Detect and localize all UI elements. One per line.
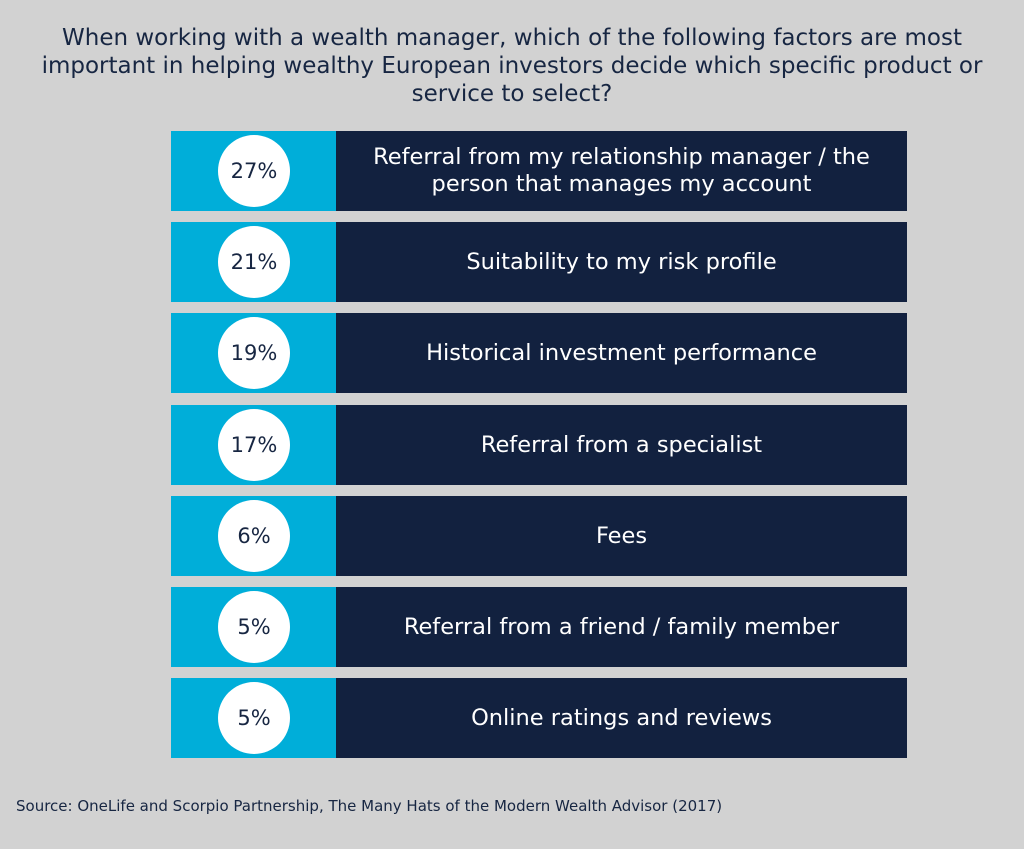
factor-label-box: Referral from my relationship manager / … xyxy=(336,131,907,211)
source-note: Source: OneLife and Scorpio Partnership,… xyxy=(16,797,723,815)
percentage-circle: 5% xyxy=(218,591,290,663)
percentage-value: 5% xyxy=(237,706,271,730)
percentage-circle: 17% xyxy=(218,409,290,481)
factor-row: Referral from a friend / family member 5% xyxy=(171,587,907,667)
factor-label: Online ratings and reviews xyxy=(471,704,772,731)
factor-label-box: Suitability to my risk profile xyxy=(336,222,907,302)
factor-label: Referral from a friend / family member xyxy=(403,613,840,640)
percentage-value: 5% xyxy=(237,615,271,639)
factor-label: Suitability to my risk profile xyxy=(466,248,777,275)
factor-label-box: Fees xyxy=(336,496,907,576)
percentage-value: 19% xyxy=(230,341,278,365)
chart-title: When working with a wealth manager, whic… xyxy=(41,25,983,107)
factor-row: Online ratings and reviews 5% xyxy=(171,678,907,758)
factor-label-box: Referral from a specialist xyxy=(336,405,907,485)
percentage-circle: 19% xyxy=(218,317,290,389)
percentage-circle: 5% xyxy=(218,682,290,754)
factor-row: Historical investment performance 19% xyxy=(171,313,907,393)
factor-row: Referral from a specialist 17% xyxy=(171,405,907,485)
factor-row: Suitability to my risk profile 21% xyxy=(171,222,907,302)
factor-label: Fees xyxy=(595,522,648,549)
factor-row: Referral from my relationship manager / … xyxy=(171,131,907,211)
percentage-value: 6% xyxy=(237,524,271,548)
percentage-circle: 27% xyxy=(218,135,290,207)
percentage-value: 21% xyxy=(230,250,278,274)
factor-label-box: Referral from a friend / family member xyxy=(336,587,907,667)
percentage-value: 17% xyxy=(230,433,278,457)
factor-label: Historical investment performance xyxy=(426,339,817,366)
percentage-circle: 6% xyxy=(218,500,290,572)
factor-list: Referral from my relationship manager / … xyxy=(171,131,907,758)
factor-label-box: Historical investment performance xyxy=(336,313,907,393)
factor-label: Referral from my relationship manager / … xyxy=(373,144,870,197)
percentage-circle: 21% xyxy=(218,226,290,298)
percentage-value: 27% xyxy=(230,159,278,183)
factor-row: Fees 6% xyxy=(171,496,907,576)
factor-label: Referral from a specialist xyxy=(480,431,763,458)
factor-label-box: Online ratings and reviews xyxy=(336,678,907,758)
